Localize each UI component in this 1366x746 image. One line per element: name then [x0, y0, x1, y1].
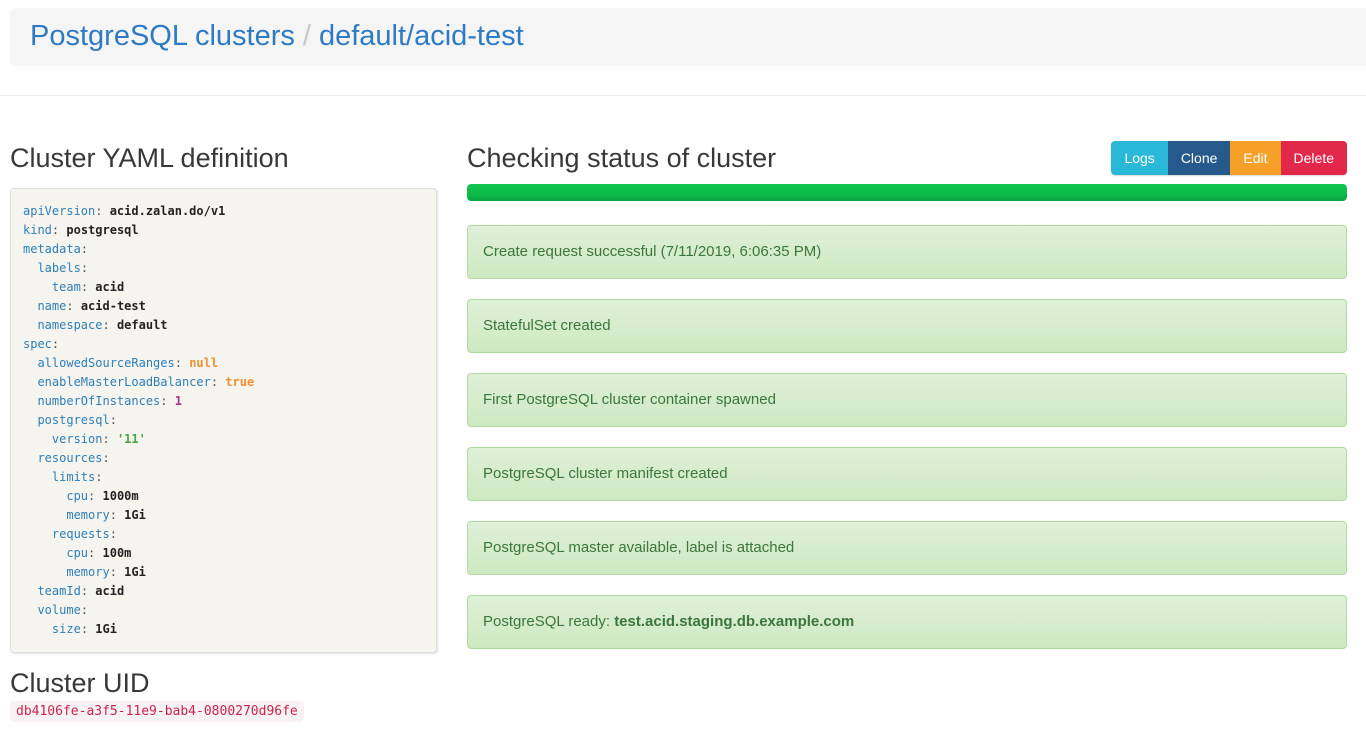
- yaml-line: size: 1Gi: [51, 622, 117, 636]
- yaml-line: cpu: 100m: [66, 546, 132, 560]
- logs-button[interactable]: Logs: [1111, 141, 1168, 175]
- cluster-uid-value: db4106fe-a3f5-11e9-bab4-0800270d96fe: [10, 701, 304, 722]
- breadcrumb-separator: /: [302, 20, 311, 52]
- yaml-line: limits:: [51, 470, 103, 484]
- status-header: Checking status of cluster Logs Clone Edit…: [467, 140, 1347, 176]
- yaml-line: resources:: [37, 451, 110, 465]
- breadcrumb: PostgreSQL clusters / default/acid-test: [10, 8, 1366, 66]
- edit-button[interactable]: Edit: [1230, 141, 1281, 175]
- status-message-text: PostgreSQL ready:: [483, 613, 615, 630]
- yaml-line: spec:: [23, 337, 60, 351]
- header-divider: [0, 95, 1366, 96]
- yaml-line: volume:: [37, 603, 89, 617]
- status-message: Create request successful (7/11/2019, 6:…: [467, 225, 1347, 279]
- status-message: PostgreSQL ready: test.acid.staging.db.e…: [467, 595, 1347, 649]
- yaml-line: kind: postgresql: [23, 223, 139, 237]
- status-message: StatefulSet created: [467, 299, 1347, 353]
- status-message-text: First PostgreSQL cluster container spawn…: [483, 391, 776, 408]
- yaml-line: memory: 1Gi: [66, 508, 146, 522]
- clone-button[interactable]: Clone: [1167, 141, 1231, 175]
- status-message-highlight: test.acid.staging.db.example.com: [614, 613, 855, 630]
- yaml-line: apiVersion: acid.zalan.do/v1: [23, 204, 226, 218]
- yaml-line: enableMasterLoadBalancer: true: [37, 375, 255, 389]
- progress-bar-fill: [467, 184, 1347, 201]
- yaml-line: allowedSourceRanges: null: [37, 356, 219, 370]
- yaml-line: name: acid-test: [37, 299, 146, 313]
- yaml-line: numberOfInstances: 1: [37, 394, 182, 408]
- yaml-line: labels:: [37, 261, 89, 275]
- status-section-title: Checking status of cluster: [467, 143, 777, 173]
- yaml-line: cpu: 1000m: [66, 489, 139, 503]
- yaml-line: memory: 1Gi: [66, 565, 146, 579]
- status-message-text: StatefulSet created: [483, 317, 611, 334]
- yaml-section-title: Cluster YAML definition: [10, 143, 289, 173]
- yaml-line: namespace: default: [37, 318, 168, 332]
- status-message-text: PostgreSQL cluster manifest created: [483, 465, 728, 482]
- status-section: Checking status of cluster Logs Clone Edit…: [467, 96, 1347, 669]
- progress-bar: [467, 184, 1347, 201]
- yaml-line: metadata:: [23, 242, 89, 256]
- main-content: Cluster YAML definition apiVersion: acid…: [0, 96, 1366, 722]
- status-message: First PostgreSQL cluster container spawn…: [467, 373, 1347, 427]
- yaml-line: postgresql:: [37, 413, 117, 427]
- yaml-line: team: acid: [51, 280, 125, 294]
- yaml-code: apiVersion: acid.zalan.do/v1 kind: postgr…: [10, 188, 437, 653]
- yaml-line: requests:: [51, 527, 117, 541]
- status-message: PostgreSQL cluster manifest created: [467, 447, 1347, 501]
- yaml-line: version: '11': [51, 432, 146, 446]
- yaml-section: Cluster YAML definition apiVersion: acid…: [10, 96, 437, 722]
- status-message: PostgreSQL master available, label is at…: [467, 521, 1347, 575]
- status-message-list: Create request successful (7/11/2019, 6:…: [467, 225, 1347, 649]
- breadcrumb-root-link[interactable]: PostgreSQL clusters: [30, 20, 295, 52]
- action-button-group: Logs Clone Edit Delete: [1111, 141, 1347, 175]
- delete-button[interactable]: Delete: [1280, 141, 1347, 175]
- breadcrumb-current-link[interactable]: default/acid-test: [318, 20, 524, 52]
- yaml-line: teamId: acid: [37, 584, 125, 598]
- status-message-text: Create request successful (7/11/2019, 6:…: [483, 243, 822, 260]
- uid-section-title: Cluster UID: [10, 668, 150, 698]
- status-message-text: PostgreSQL master available, label is at…: [483, 539, 795, 556]
